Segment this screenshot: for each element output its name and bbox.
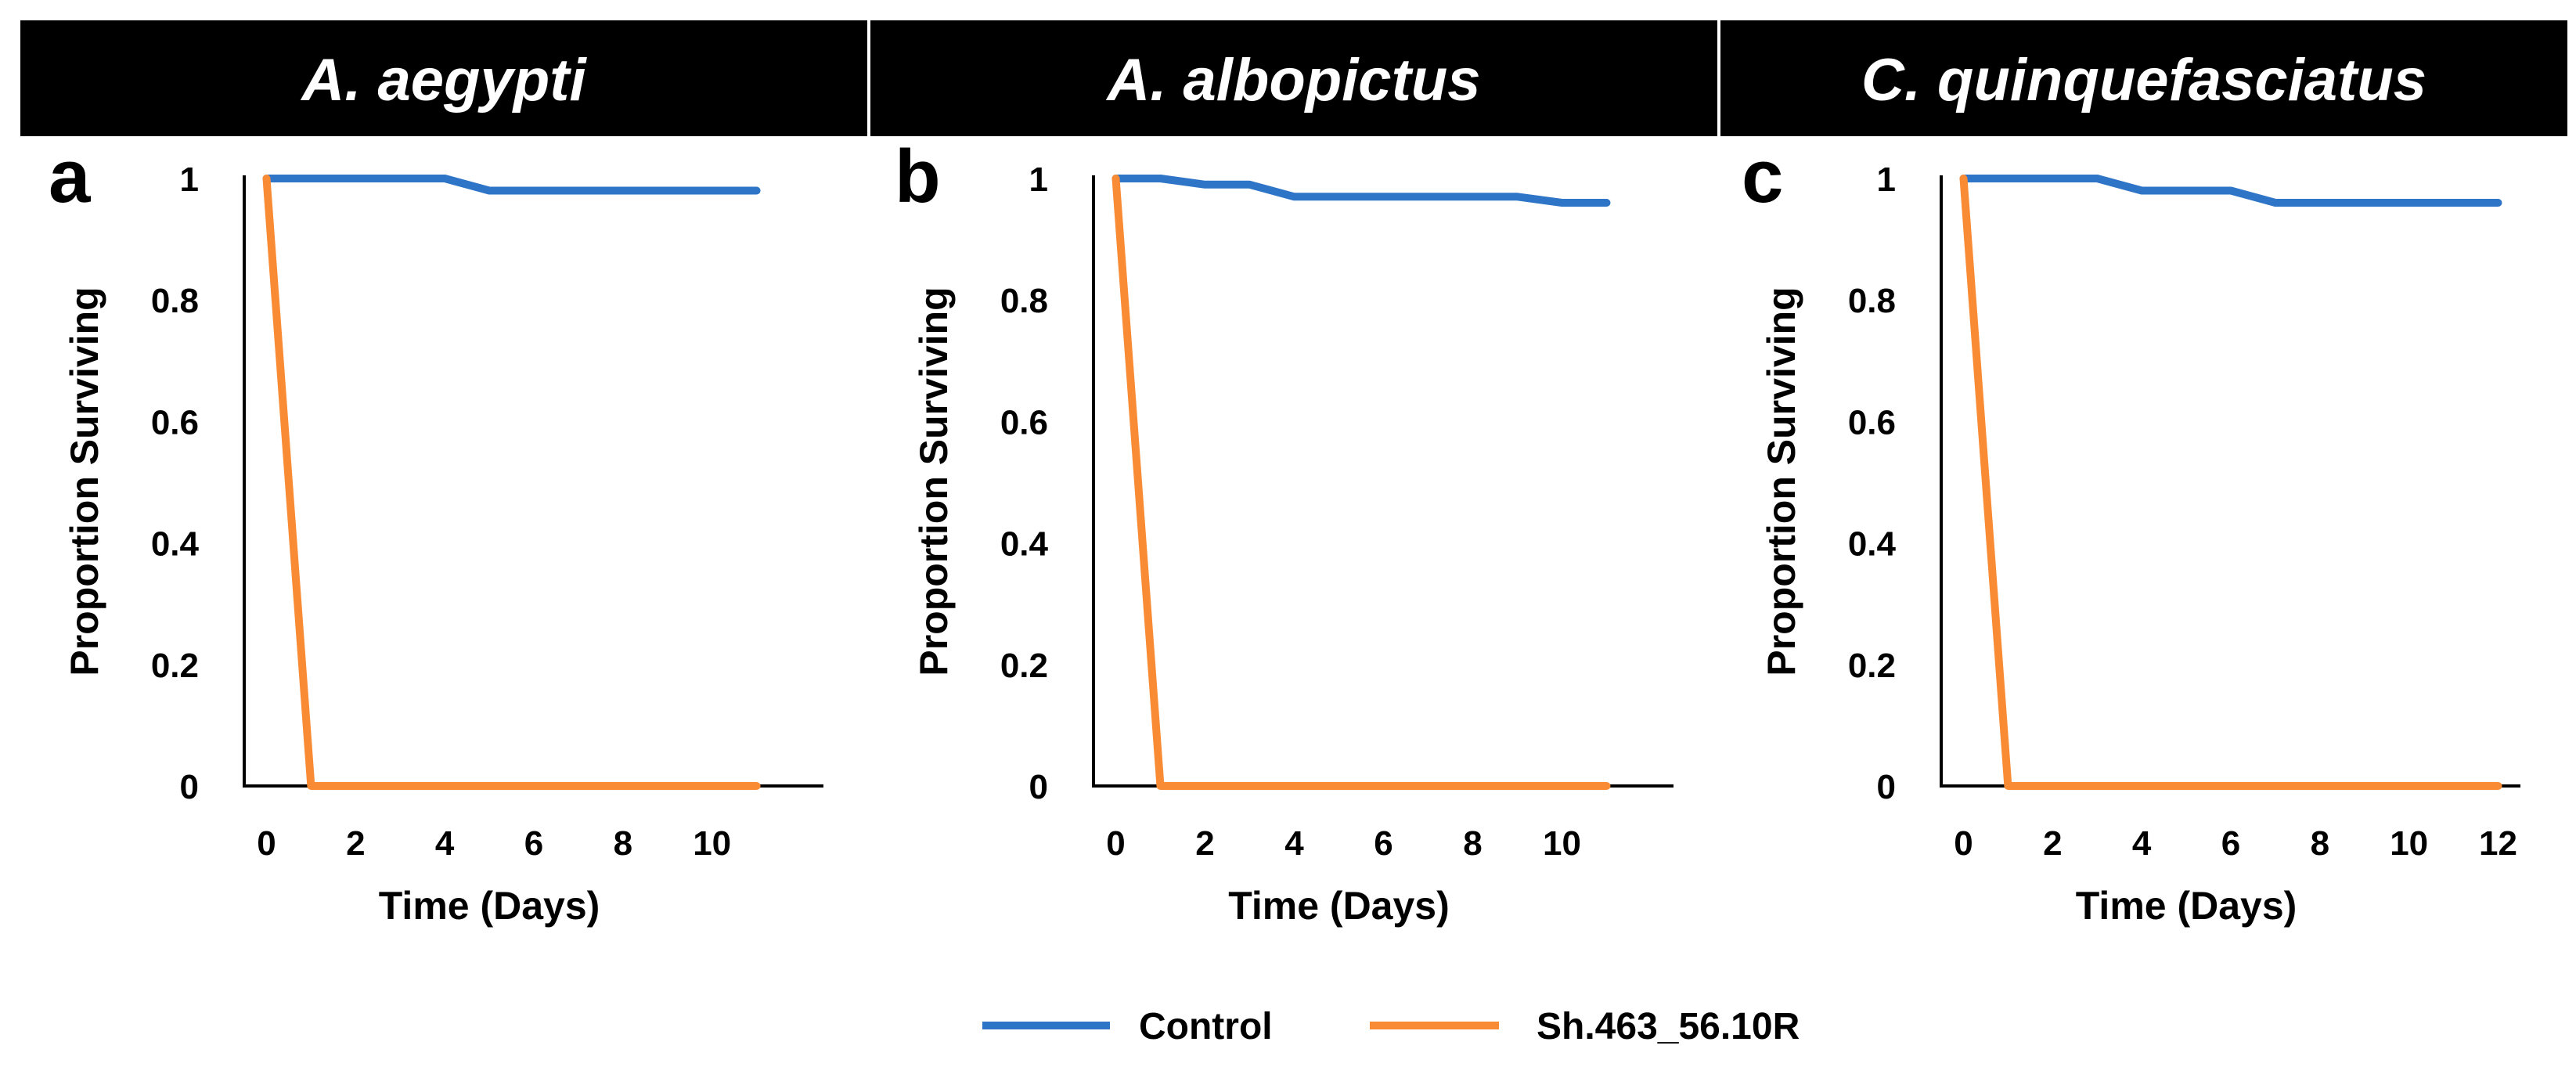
legend-treatment-label: Sh.463_56.10R bbox=[1537, 1006, 1800, 1047]
y-tick-label: 0.8 bbox=[1848, 282, 1896, 320]
y-tick-label: 0.6 bbox=[1000, 403, 1048, 442]
banner-3-bg bbox=[1720, 20, 2567, 136]
x-tick-label: 12 bbox=[2479, 824, 2517, 863]
x-tick-label: 10 bbox=[1543, 824, 1581, 863]
x-axis-title: Time (Days) bbox=[379, 884, 600, 928]
x-tick-label: 6 bbox=[2221, 824, 2240, 863]
y-tick-label: 0.6 bbox=[151, 403, 199, 442]
x-tick-label: 6 bbox=[1374, 824, 1392, 863]
banner-2-title: A. albopictus bbox=[1105, 47, 1480, 114]
panel-letter: a bbox=[49, 135, 91, 218]
x-tick-label: 4 bbox=[1284, 824, 1304, 863]
y-tick-label: 0.4 bbox=[1848, 525, 1897, 564]
y-tick-label: 0 bbox=[1029, 768, 1048, 806]
y-tick-label: 0.6 bbox=[1848, 403, 1896, 442]
y-tick-label: 0.4 bbox=[151, 525, 200, 564]
x-axis-title: Time (Days) bbox=[1228, 884, 1450, 928]
y-axis-title: Proportion Surviving bbox=[1760, 287, 1803, 676]
y-tick-label: 0.2 bbox=[1848, 647, 1896, 685]
panel-letter: b bbox=[895, 135, 941, 218]
series-line-control bbox=[1111, 175, 1611, 207]
y-tick-label: 0.8 bbox=[1000, 282, 1048, 320]
y-tick-label: 0 bbox=[1877, 768, 1896, 806]
y-axis-title: Proportion Surviving bbox=[63, 287, 106, 676]
y-tick-label: 0.8 bbox=[151, 282, 199, 320]
legend-control-label: Control bbox=[1139, 1006, 1273, 1047]
y-tick-label: 0.4 bbox=[1000, 525, 1049, 564]
y-tick-label: 1 bbox=[1877, 160, 1896, 199]
y-tick-label: 0.2 bbox=[151, 647, 199, 685]
x-tick-label: 0 bbox=[1954, 824, 1973, 863]
x-tick-label: 8 bbox=[1463, 824, 1482, 863]
series-line-control bbox=[262, 175, 761, 195]
x-tick-label: 0 bbox=[257, 824, 276, 863]
x-tick-label: 8 bbox=[614, 824, 632, 863]
x-tick-label: 2 bbox=[1195, 824, 1214, 863]
y-tick-label: 1 bbox=[180, 160, 199, 199]
x-tick-label: 4 bbox=[2132, 824, 2152, 863]
panel-letter: c bbox=[1742, 135, 1783, 218]
series-line-treatment bbox=[262, 175, 761, 790]
legend: Control Sh.463_56.10R bbox=[982, 1006, 1800, 1047]
y-axis-title: Proportion Surviving bbox=[912, 287, 956, 676]
series-line-control bbox=[1959, 175, 2502, 207]
x-tick-label: 2 bbox=[346, 824, 365, 863]
x-tick-label: 0 bbox=[1106, 824, 1125, 863]
x-tick-label: 10 bbox=[2390, 824, 2428, 863]
y-tick-label: 0.2 bbox=[1000, 647, 1048, 685]
banner-1-bg bbox=[20, 20, 867, 136]
banner-2-bg bbox=[870, 20, 1717, 136]
series-line-treatment bbox=[1111, 175, 1611, 790]
banner-row: A. aegypti A. albopictus C. quinquefasci… bbox=[20, 20, 2567, 136]
x-tick-label: 6 bbox=[524, 824, 543, 863]
series-line-treatment bbox=[1959, 175, 2502, 790]
banner-3-title: C. quinquefasciatus bbox=[1861, 47, 2426, 114]
x-tick-label: 10 bbox=[693, 824, 731, 863]
x-tick-label: 8 bbox=[2311, 824, 2329, 863]
banner-1-title: A. aegypti bbox=[300, 47, 587, 114]
y-tick-label: 0 bbox=[180, 768, 199, 806]
x-axis-title: Time (Days) bbox=[2076, 884, 2297, 928]
x-tick-label: 2 bbox=[2043, 824, 2062, 863]
x-tick-label: 4 bbox=[435, 824, 455, 863]
y-tick-label: 1 bbox=[1029, 160, 1048, 199]
